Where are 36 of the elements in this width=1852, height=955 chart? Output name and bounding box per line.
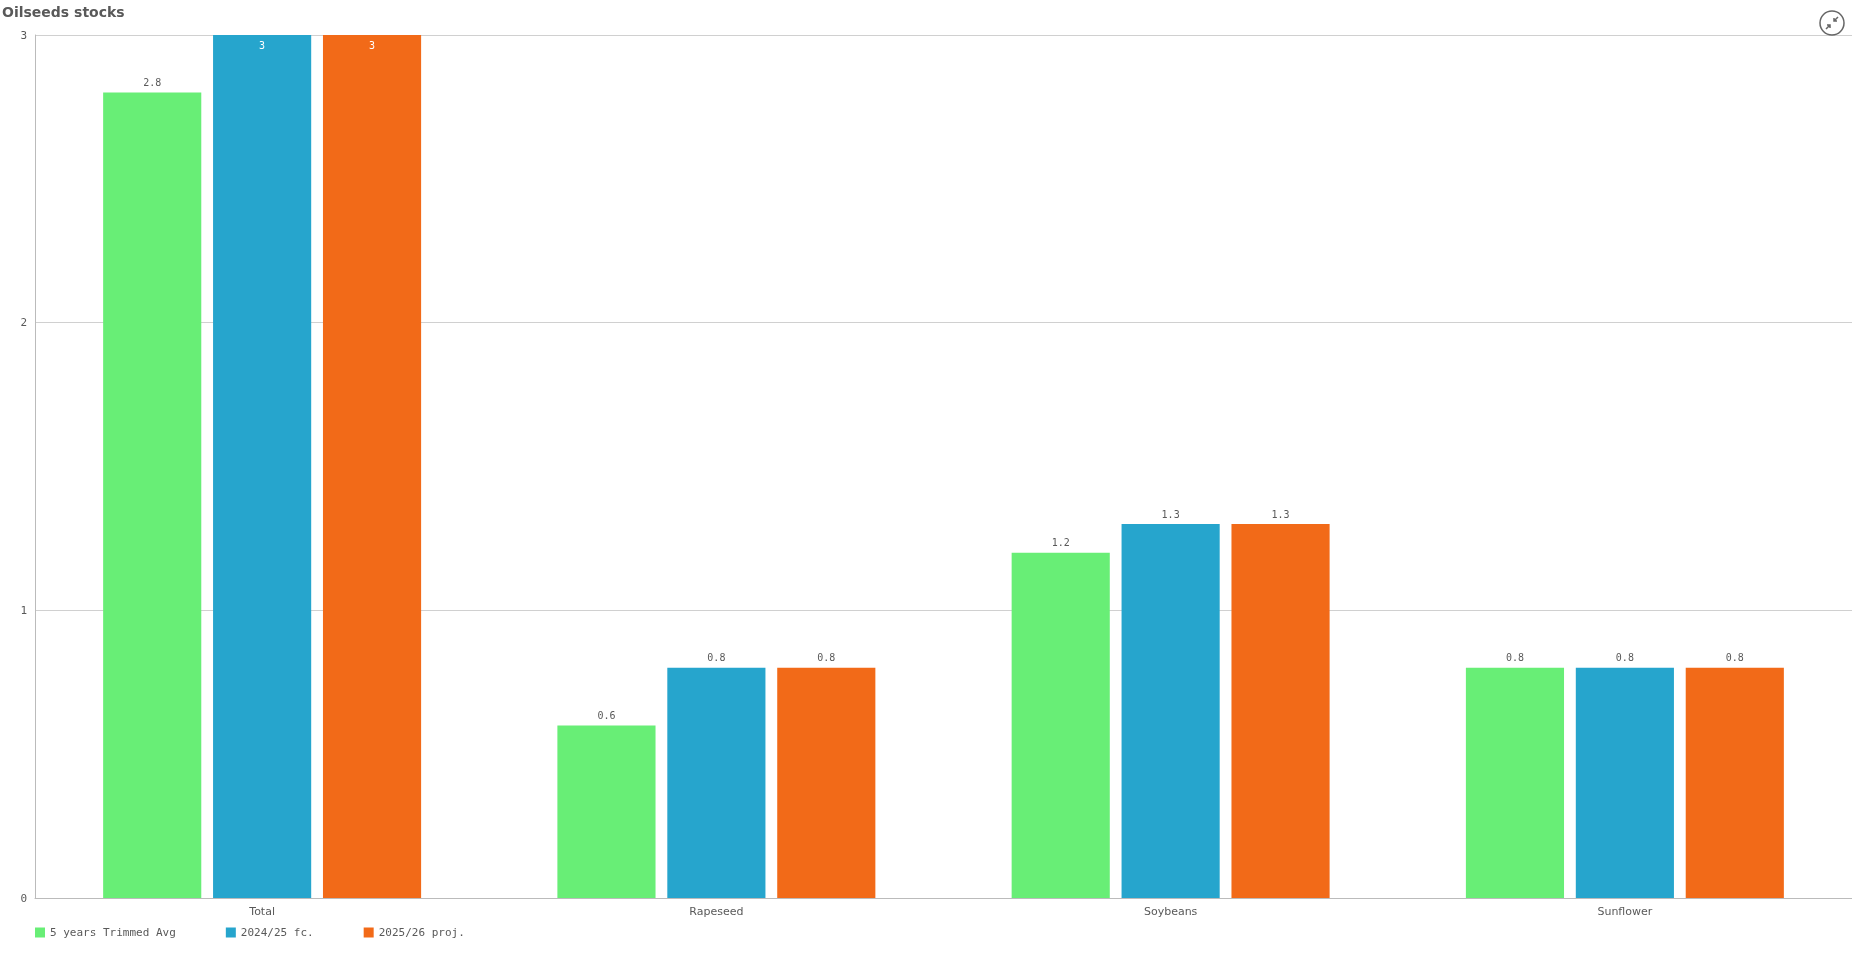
data-label: 0.8	[1615, 652, 1634, 664]
data-label: 0.8	[1505, 652, 1524, 664]
data-label: 1.2	[1051, 537, 1070, 549]
data-label: 0.6	[597, 709, 616, 721]
legend-label: 2024/25 fc.	[240, 926, 314, 939]
data-label: 1.3	[1271, 508, 1290, 520]
bar	[1685, 667, 1784, 898]
x-tick-label: Sunflower	[1597, 905, 1653, 918]
data-label: 0.8	[707, 652, 726, 664]
bar	[557, 725, 656, 898]
bar	[1465, 667, 1565, 898]
bar	[213, 35, 312, 898]
data-label: 1.3	[1161, 508, 1180, 520]
y-tick-label: 1	[20, 603, 27, 617]
y-tick-label: 3	[20, 28, 27, 42]
data-label: 0.8	[817, 652, 836, 664]
x-tick-label: Soybeans	[1143, 905, 1198, 918]
bar	[777, 667, 876, 898]
bar	[1011, 552, 1110, 898]
bar	[1231, 524, 1330, 898]
y-tick-label: 0	[20, 891, 27, 905]
bar	[1575, 667, 1674, 898]
y-tick-label: 2	[20, 316, 27, 330]
legend-label: 2025/26 proj.	[378, 926, 465, 939]
legend-label: 5 years Trimmed Avg	[50, 926, 176, 939]
bar	[1121, 524, 1220, 898]
bar	[667, 667, 766, 898]
chart-title: Oilseeds stocks	[2, 4, 125, 20]
data-label: 2.8	[143, 77, 162, 89]
bar	[322, 35, 422, 898]
data-label: 3	[369, 39, 376, 51]
bar	[103, 92, 202, 898]
data-label: 3	[259, 39, 266, 51]
x-tick-label: Total	[248, 905, 275, 918]
data-label: 0.8	[1725, 652, 1744, 664]
x-tick-label: Rapeseed	[689, 905, 744, 918]
